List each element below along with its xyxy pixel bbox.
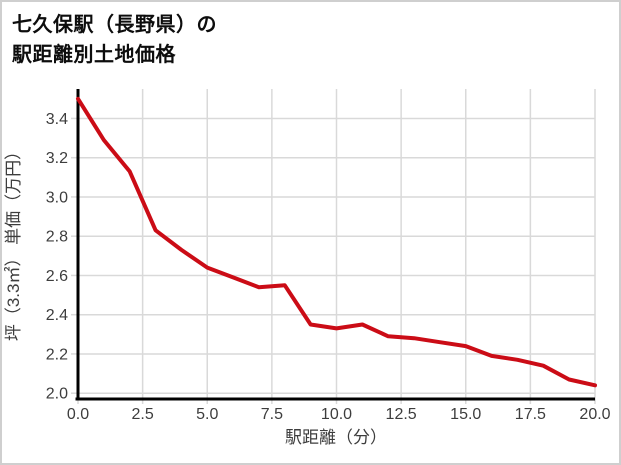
x-tick-label: 2.5 <box>132 406 154 423</box>
y-tick-label: 2.2 <box>46 346 68 363</box>
gridlines <box>77 89 596 401</box>
x-tick-label: 0.0 <box>67 406 89 423</box>
y-tick-label: 2.0 <box>46 386 68 403</box>
y-tick-label: 2.8 <box>46 229 68 246</box>
land-price-polyline <box>76 96 597 388</box>
chart-title-line1: 七久保駅（長野県）の <box>12 14 217 36</box>
tick-labels: 2.0 2.2 2.4 2.6 2.8 3.0 3.2 3.4 0.0 2.5 5.0 7.5 10.0… <box>46 111 611 423</box>
y-tick-label: 3.0 <box>46 189 68 206</box>
y-axis-title: 坪（3.3㎡） 単価（万円） <box>4 143 23 341</box>
y-tick-label: 3.4 <box>46 111 68 128</box>
y-tick-label: 3.2 <box>46 150 68 167</box>
y-tick-label: 2.4 <box>46 307 68 324</box>
y-tick-label: 2.6 <box>46 268 68 285</box>
x-tick-label: 10.0 <box>321 406 352 423</box>
x-axis-title: 駅距離（分） <box>285 428 387 447</box>
chart-title: 七久保駅（長野県）の 駅距離別土地価格 <box>12 10 217 70</box>
price-series-line <box>76 96 597 388</box>
x-tick-label: 15.0 <box>450 406 481 423</box>
x-tick-label: 5.0 <box>196 406 218 423</box>
x-tick-label: 20.0 <box>579 406 610 423</box>
axis-lines <box>75 89 595 401</box>
x-tick-label: 17.5 <box>515 406 546 423</box>
x-tick-label: 12.5 <box>386 406 417 423</box>
x-tick-label: 7.5 <box>261 406 283 423</box>
chart-title-line2: 駅距離別土地価格 <box>12 44 176 66</box>
